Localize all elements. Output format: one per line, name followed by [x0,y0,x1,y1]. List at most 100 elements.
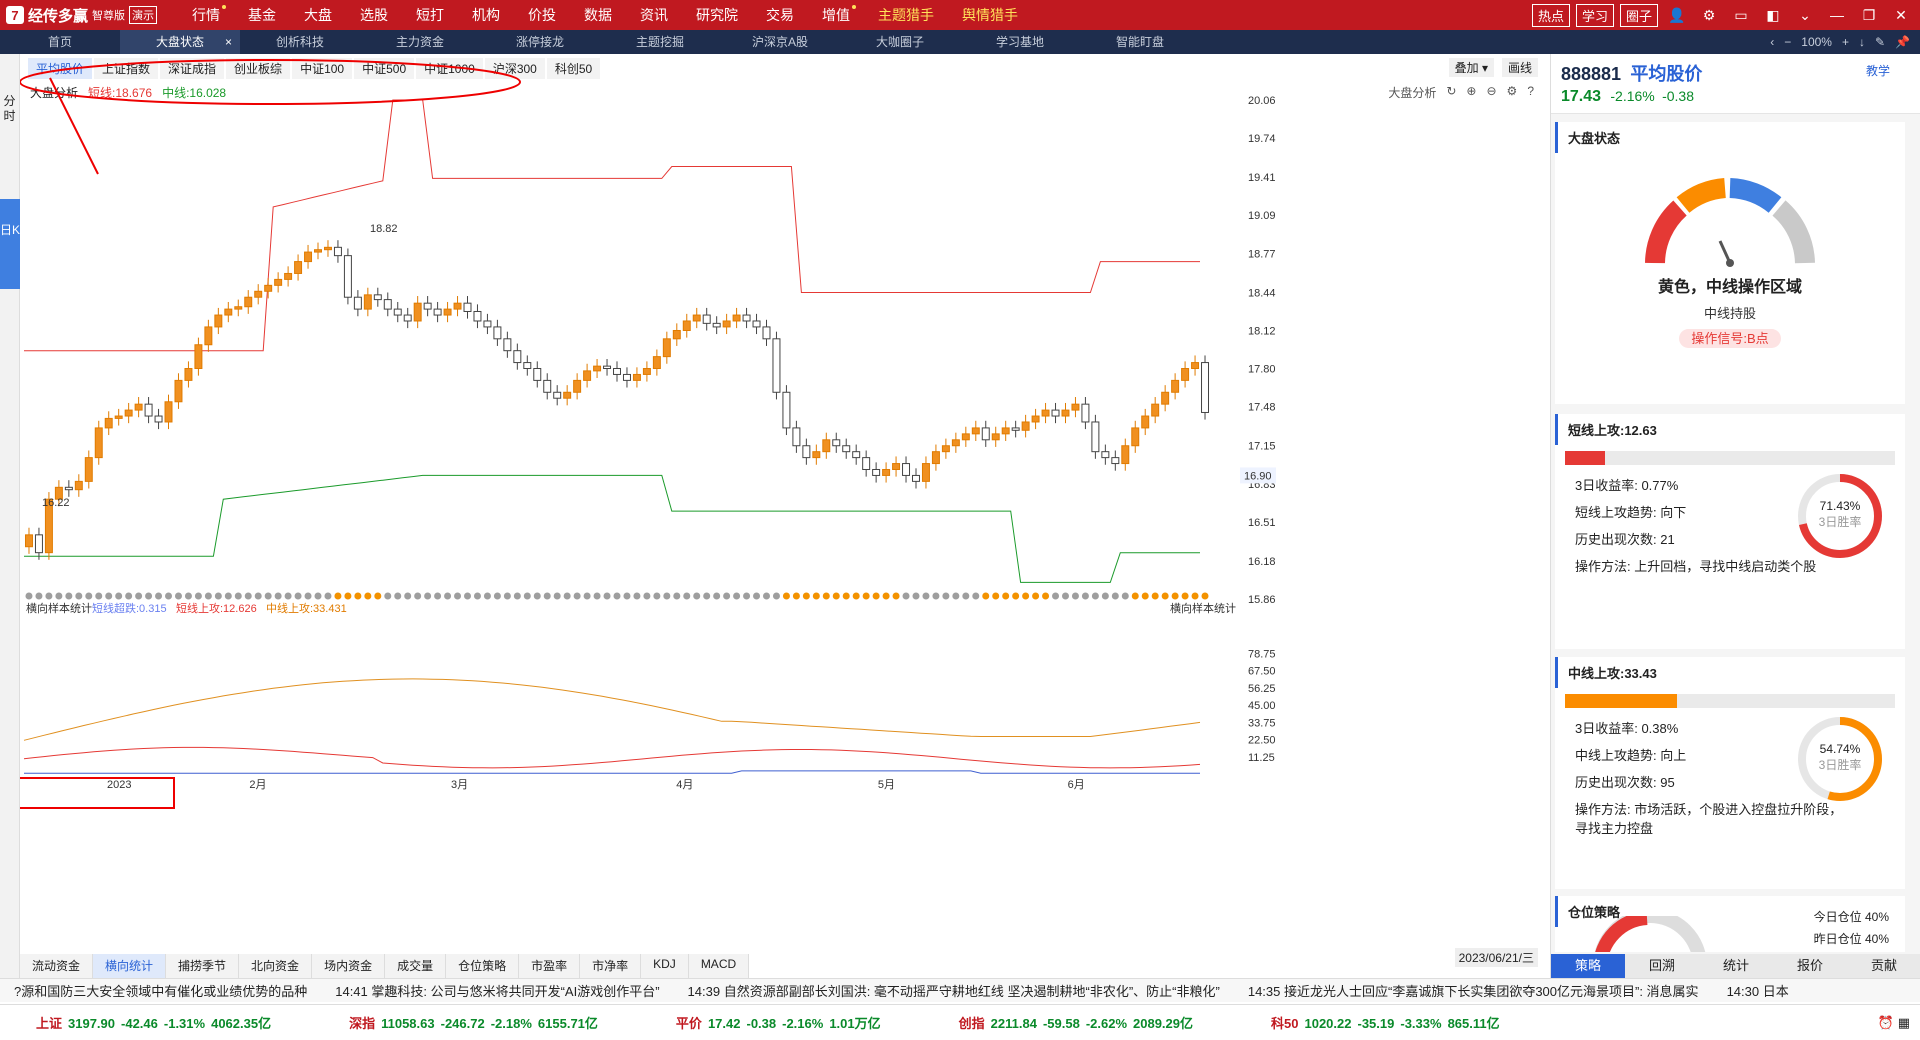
page-tab[interactable]: 智能盯盘 [1080,30,1200,54]
news-item[interactable]: 14:30 日本 [1726,984,1789,999]
menu-item[interactable]: 短打 [416,7,444,23]
menu-item[interactable]: 机构 [472,7,500,23]
indicator-tab[interactable]: 成交量 [385,954,447,978]
candle-body [304,251,313,263]
remove-icon[interactable]: ⊖ [1486,84,1497,98]
state-dot [155,592,163,600]
page-tab[interactable]: 大盘状态 × [120,30,240,54]
zoom-in-icon[interactable]: + [1841,35,1849,49]
x-axis-label: 2023 [107,779,131,791]
menu-item[interactable]: 价投 [528,7,556,23]
state-dot [633,592,641,600]
news-item[interactable]: 14:41 掌趣科技: 公司与悠米将共同开发“AI游戏创作平台” [335,984,660,999]
indicator-tab[interactable]: 仓位策略 [446,954,520,978]
index-tab[interactable]: 创业板综 [226,58,291,79]
right-panel-tab[interactable]: 报价 [1796,958,1823,973]
skin-icon[interactable]: ◧ [1766,6,1780,23]
news-item[interactable]: 14:39 自然资源部副部长刘国洪: 毫不动摇严守耕地红线 坚决遏制耕地“非农化… [687,984,1220,999]
state-dot [902,592,910,600]
grid-icon[interactable]: ▦ [1897,1014,1910,1030]
index-quote[interactable]: 平价 17.42 -0.38 -2.16% 1.01万亿 [640,1013,923,1032]
page-tab[interactable]: 首页 [0,30,120,54]
menu-item[interactable]: 研究院 [696,7,738,23]
draw-line-button[interactable]: 画线 [1501,58,1538,77]
teach-link[interactable]: 教学 [1865,64,1890,78]
menu-item[interactable]: 主题猎手 [878,7,934,23]
minimize-icon[interactable]: — [1830,7,1844,23]
indicator-tab[interactable]: 场内资金 [312,954,386,978]
index-quote[interactable]: 创指 2211.84 -59.58 -2.62% 2089.29亿 [923,1013,1235,1032]
restore-icon[interactable]: ❐ [1862,6,1876,23]
page-tab[interactable]: 大咖圈子 [840,30,960,54]
menu-item[interactable]: 舆情猎手 [962,7,1018,23]
state-dot [593,592,601,600]
index-quote[interactable]: 深指 11058.63 -246.72 -2.18% 6155.71亿 [313,1013,640,1032]
gauge-orange-segment [1676,178,1727,213]
page-tab[interactable]: 主题挖掘 [600,30,720,54]
user-icon[interactable]: 👤 [1668,6,1686,23]
help-icon[interactable]: ? [1527,84,1534,98]
gear-icon[interactable]: ⚙ [1702,6,1716,23]
indicator-tab[interactable]: KDJ [641,954,689,978]
position-title: 仓位策略 [1555,896,1905,927]
indicator-tab[interactable]: 流动资金 [20,954,94,978]
rik-tab[interactable]: 日K [0,199,20,289]
news-item[interactable]: ?源和国防三大安全领域中有催化或业绩优势的品种 [14,984,308,999]
index-tab[interactable]: 平均股价 [28,58,93,79]
arrow-down-icon[interactable]: ↓ [1858,35,1865,49]
index-quote[interactable]: 上证 3197.90 -42.46 -1.31% 4062.35亿 [0,1013,313,1032]
page-tab[interactable]: 主力资金 [360,30,480,54]
alarm-icon[interactable]: ⏰ [1877,1014,1895,1030]
tab-close-icon[interactable]: × [224,35,232,49]
zoom-out-icon[interactable]: − [1784,35,1792,49]
candle-body [1121,445,1130,465]
indicator-tab[interactable]: 捕捞季节 [166,954,240,978]
indicator-tab[interactable]: 市盈率 [519,954,581,978]
overlay-button[interactable]: 叠加 ▾ [1448,58,1494,77]
index-quote[interactable]: 科50 1020.22 -35.19 -3.33% 865.11亿 [1235,1013,1542,1032]
right-panel-tab[interactable]: 贡献 [1870,958,1897,973]
pin-icon[interactable]: 📌 [1895,35,1910,49]
indicator-tab[interactable]: 横向统计 [93,954,167,978]
index-quote-pct: -2.16% [782,1016,824,1031]
current-price-label: 16.90 [1244,470,1272,482]
right-panel-tab[interactable]: 统计 [1722,958,1749,973]
candle-body [1061,409,1070,417]
page-tab[interactable]: 学习基地 [960,30,1080,54]
indicator-tab[interactable]: 北向资金 [239,954,313,978]
index-tab[interactable]: 中证100 [292,58,353,79]
page-tab[interactable]: 沪深京A股 [720,30,840,54]
hotspot-button[interactable]: 热点 [1531,3,1570,27]
circle-button[interactable]: 圈子 [1619,3,1658,27]
right-panel-tab[interactable]: 回溯 [1648,958,1675,973]
right-panel: 888881 平均股价 教学 17.43 -2.16% -0.38 大盘状态 黄… [1550,54,1920,978]
close-icon[interactable]: ✕ [1895,6,1907,23]
index-tab[interactable]: 深证成指 [160,58,225,79]
menu-item[interactable]: 增值 [808,5,864,25]
settings-icon[interactable]: ⚙ [1506,84,1518,98]
page-tab[interactable]: 涨停接龙 [480,30,600,54]
back-icon[interactable]: ‹ [1770,35,1775,49]
add-icon[interactable]: ⊕ [1466,84,1477,98]
news-item[interactable]: 14:35 接近龙光人士回应“李嘉诚旗下长实集团欲夺300亿元海景项目”: 消息… [1247,984,1699,999]
indicator-tab[interactable]: MACD [688,954,750,978]
fenshi-tab[interactable]: 分时 [3,94,16,123]
refresh-icon[interactable]: ↻ [1446,84,1457,98]
index-tab[interactable]: 中证1000 [416,58,483,79]
main-chart[interactable]: 20.06 19.74 19.41 19.09 18.77 18.44 18.12 17.80… [20,54,1550,954]
index-tab[interactable]: 科创50 [546,58,601,79]
right-panel-tab[interactable]: 策略 [1551,954,1625,978]
menu-item[interactable]: 数据 [584,7,612,23]
window-icon[interactable]: ▭ [1734,6,1748,23]
menu-item[interactable]: 选股 [360,7,388,23]
menu-item[interactable]: 行情 [178,5,234,25]
menu-item[interactable]: 交易 [766,7,794,23]
menu-item[interactable]: 基金 [248,7,276,23]
menu-item[interactable]: 资讯 [640,7,668,23]
chevron-down-icon[interactable]: ⌄ [1799,6,1811,23]
indicator-tab[interactable]: 市净率 [580,954,642,978]
menu-item[interactable]: 大盘 [304,7,332,23]
pen-icon[interactable]: ✎ [1874,35,1886,49]
page-tab[interactable]: 创析科技 [240,30,360,54]
learn-button[interactable]: 学习 [1575,3,1614,27]
